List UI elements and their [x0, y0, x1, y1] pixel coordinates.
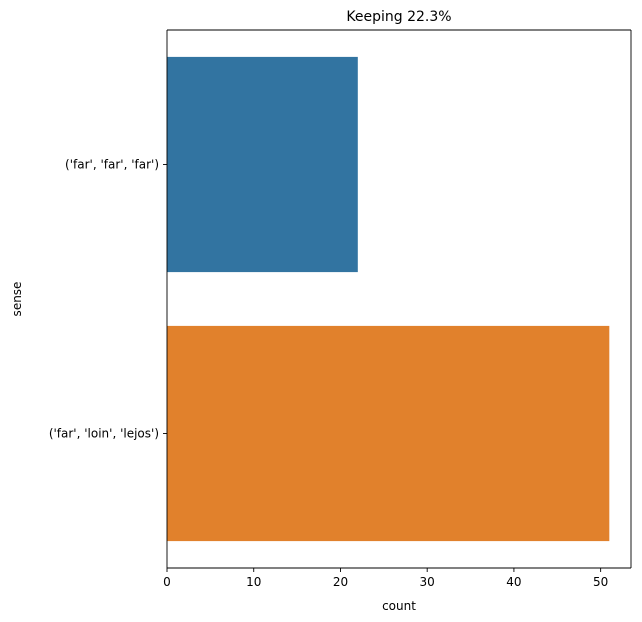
x-tick-label: 50: [593, 575, 608, 589]
x-tick-label: 40: [506, 575, 521, 589]
bars-group: [167, 56, 610, 542]
x-tick-label: 30: [420, 575, 435, 589]
y-ticks-group: ('far', 'far', 'far') ('far', 'loin', 'le…: [49, 158, 167, 441]
x-tick-label: 10: [246, 575, 261, 589]
y-tick-label: ('far', 'far', 'far'): [65, 158, 159, 172]
chart-title: Keeping 22.3%: [346, 9, 451, 25]
x-tick-label: 20: [333, 575, 348, 589]
x-axis-label: count: [382, 599, 416, 613]
y-tick-label: ('far', 'loin', 'lejos'): [49, 427, 159, 441]
y-axis-label: sense: [10, 282, 24, 317]
x-tick-label: 0: [163, 575, 171, 589]
bar-1: [167, 325, 610, 542]
bar-0: [167, 56, 358, 273]
x-ticks-group: 0 10 20 30 40 50: [163, 568, 608, 589]
